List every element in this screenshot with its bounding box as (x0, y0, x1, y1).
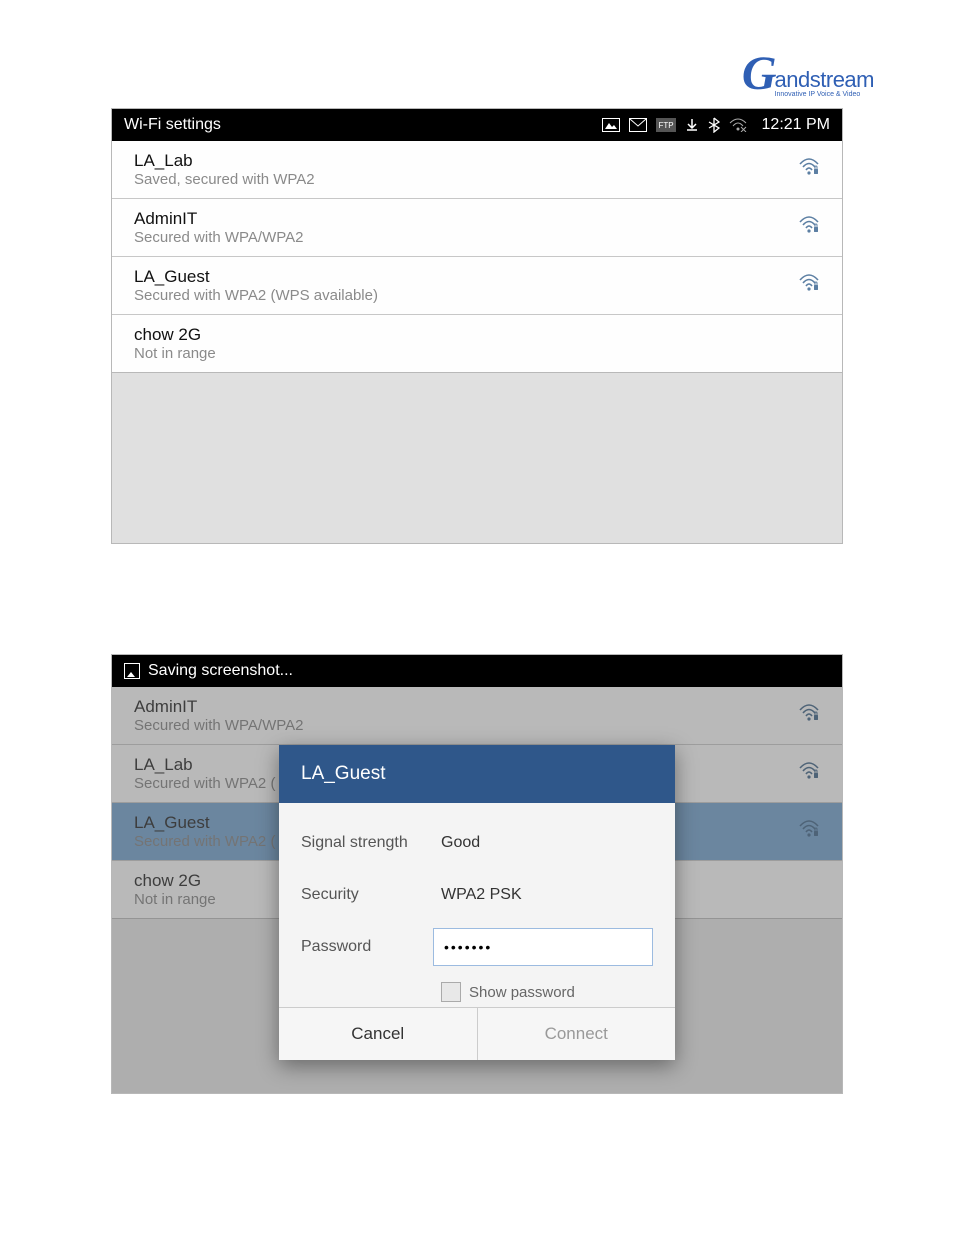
network-subtitle: Not in range (134, 345, 820, 362)
wifi-secure-icon (798, 274, 820, 297)
password-label: Password (301, 938, 433, 956)
screenshot-icon (124, 663, 140, 679)
signal-label: Signal strength (301, 834, 441, 852)
wifi-secure-icon (798, 158, 820, 181)
image-icon (602, 118, 620, 132)
logo-tagline: Innovative IP Voice & Video (775, 91, 874, 98)
svg-text:FTP: FTP (658, 121, 673, 130)
logo-word: andstream (775, 69, 874, 91)
security-value: WPA2 PSK (441, 886, 522, 904)
download-icon (685, 118, 699, 132)
row-security: Security WPA2 PSK (301, 869, 653, 921)
cancel-button[interactable]: Cancel (279, 1008, 477, 1060)
wifi-network-item[interactable]: chow 2GNot in range (112, 315, 842, 373)
logo-mark: G (742, 50, 777, 98)
network-ssid: AdminIT (134, 209, 798, 229)
status-text: Saving screenshot... (148, 662, 293, 680)
clock: 12:21 PM (762, 116, 830, 134)
status-bar: Wi-Fi settings FTP 12:21 PM (112, 109, 842, 141)
wifi-connect-screenshot: Saving screenshot... AdminITSecured with… (111, 654, 843, 1094)
row-password: Password (301, 921, 653, 973)
wifi-network-item[interactable]: AdminITSecured with WPA/WPA2 (112, 199, 842, 257)
page-title: Wi-Fi settings (124, 116, 602, 134)
wifi-status-icon (729, 118, 747, 132)
show-password-label: Show password (469, 984, 575, 1001)
wifi-network-item[interactable]: LA_GuestSecured with WPA2 (WPS available… (112, 257, 842, 315)
network-subtitle: Secured with WPA2 (WPS available) (134, 287, 798, 304)
page-title: Saving screenshot... (124, 662, 830, 680)
network-ssid: LA_Lab (134, 151, 798, 171)
empty-area (112, 373, 842, 543)
status-bar: Saving screenshot... (112, 655, 842, 687)
connect-dialog: LA_Guest Signal strength Good Security W… (279, 745, 675, 1060)
connect-button[interactable]: Connect (477, 1008, 676, 1060)
wifi-network-list: LA_LabSaved, secured with WPA2AdminITSec… (112, 141, 842, 373)
signal-value: Good (441, 834, 480, 852)
mail-icon (629, 118, 647, 132)
row-signal: Signal strength Good (301, 817, 653, 869)
show-password-checkbox[interactable]: Show password (441, 979, 653, 1005)
network-ssid: chow 2G (134, 325, 820, 345)
checkbox-icon (441, 982, 461, 1002)
brand-logo: G andstream Innovative IP Voice & Video (742, 50, 874, 98)
bluetooth-icon (708, 117, 720, 133)
wifi-secure-icon (798, 216, 820, 239)
wifi-settings-screenshot: Wi-Fi settings FTP 12:21 PM LA_LabSaved,… (111, 108, 843, 544)
status-icons: FTP 12:21 PM (602, 116, 830, 134)
wifi-network-item[interactable]: LA_LabSaved, secured with WPA2 (112, 141, 842, 199)
network-ssid: LA_Guest (134, 267, 798, 287)
ftp-icon: FTP (656, 118, 676, 132)
network-subtitle: Secured with WPA/WPA2 (134, 229, 798, 246)
dialog-title: LA_Guest (279, 745, 675, 803)
security-label: Security (301, 886, 441, 904)
network-subtitle: Saved, secured with WPA2 (134, 171, 798, 188)
password-input[interactable] (433, 928, 653, 966)
